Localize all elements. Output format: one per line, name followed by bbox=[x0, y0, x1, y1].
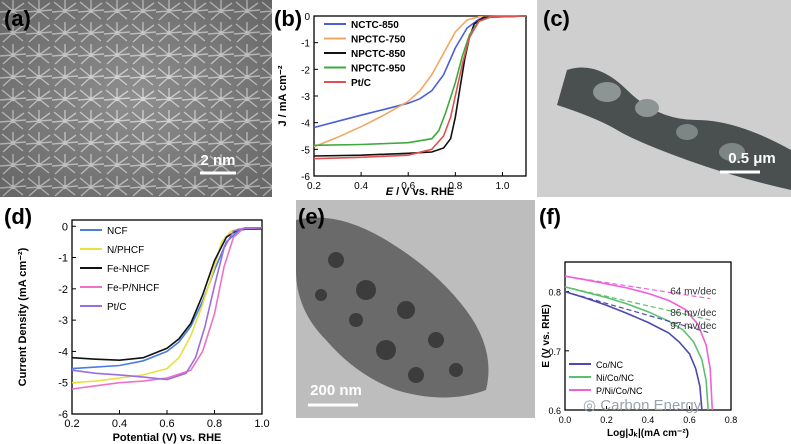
legend-entry: Fe-NHCF bbox=[107, 264, 150, 275]
panel-label-d: (d) bbox=[4, 204, 33, 229]
y-tick-label: -5 bbox=[301, 145, 310, 156]
x-tick-label: 0.0 bbox=[559, 415, 572, 425]
sem-micrograph: 2 nm bbox=[0, 0, 272, 197]
panel-label-c: (c) bbox=[543, 6, 570, 31]
panel-c-tem-image: 0.5 μm (c) bbox=[537, 0, 791, 197]
series-line bbox=[313, 15, 527, 147]
y-tick-label: 0 bbox=[304, 12, 310, 23]
legend-entry: NPCTC-850 bbox=[351, 49, 406, 60]
legend-entry: Co/NC bbox=[596, 360, 624, 370]
watermark-text: Carbon Energy bbox=[600, 397, 702, 414]
watermark: ◎ Carbon Energy bbox=[583, 396, 701, 414]
tafel-slope-label: 97 mv/dec bbox=[670, 321, 716, 332]
x-tick-label: 0.6 bbox=[683, 415, 696, 425]
legend-entry: NPCTC-950 bbox=[351, 64, 406, 75]
series-line bbox=[71, 228, 262, 384]
series-line bbox=[564, 290, 703, 411]
y-tick-label: -5 bbox=[58, 378, 68, 390]
y-tick-label: -3 bbox=[58, 315, 68, 327]
x-tick-label: 0.4 bbox=[642, 415, 655, 425]
y-tick-label: -3 bbox=[301, 92, 310, 103]
panel-b-chart: 0.2 0.4 0.6 0.8 1.0 0 -1 -2 -3 -4 -5 -6 E / V vs. RH… bbox=[272, 0, 532, 200]
series-line bbox=[313, 15, 527, 148]
series-line bbox=[71, 227, 262, 381]
panel-f-chart: 0.0 0.2 0.4 0.6 0.8 0.8 0.7 0.6 Log|Jₖ|(mA cm⁻²)… bbox=[535, 200, 791, 444]
tafel-fit-line bbox=[564, 275, 711, 300]
legend-entry: P/Ni/Co/NC bbox=[596, 386, 643, 396]
panel-a-sem-image: 2 nm (a) bbox=[0, 0, 272, 197]
y-tick-label: -6 bbox=[301, 172, 310, 183]
tafel-slope-label: 86 mv/dec bbox=[670, 308, 716, 319]
panel-d-chart: 0.2 0.4 0.6 0.8 1.0 0 -1 -2 -3 -4 -5 -6 Potential (V… bbox=[0, 200, 290, 444]
legend-entry: NPCTC-750 bbox=[351, 35, 406, 46]
tafel-fit-line bbox=[564, 291, 711, 334]
x-tick-label: 0.2 bbox=[307, 181, 321, 192]
x-tick-label: 0.8 bbox=[207, 418, 222, 430]
panel-label-b: (b) bbox=[274, 6, 303, 31]
lsv-chart-b: 0.2 0.4 0.6 0.8 1.0 0 -1 -2 -3 -4 -5 -6 E / V vs. RH… bbox=[277, 12, 527, 198]
y-axis-label: J / mA cm⁻² bbox=[277, 65, 289, 126]
x-tick-label: 0.6 bbox=[401, 181, 415, 192]
x-tick-label: 1.0 bbox=[495, 181, 509, 192]
tafel-chart-f: 0.0 0.2 0.4 0.6 0.8 0.8 0.7 0.6 Log|Jₖ|(mA cm⁻²)… bbox=[541, 261, 738, 439]
legend-entry: NCTC-850 bbox=[351, 20, 399, 31]
legend-entry: N/PHCF bbox=[107, 245, 144, 256]
y-tick-label: -1 bbox=[58, 253, 68, 265]
scale-label: 200 nm bbox=[310, 382, 362, 399]
tafel-fit-line bbox=[564, 286, 711, 321]
x-tick-label: 0.4 bbox=[112, 418, 127, 430]
series-line bbox=[71, 227, 263, 390]
series-line bbox=[313, 15, 527, 129]
tem-micrograph: 0.5 μm bbox=[537, 0, 791, 197]
x-axis-label: Log|Jₖ|(mA cm⁻²) bbox=[607, 428, 689, 439]
lsv-chart-d: 0.2 0.4 0.6 0.8 1.0 0 -1 -2 -3 -4 -5 -6 Potential (V… bbox=[17, 219, 270, 444]
y-tick-label: 0 bbox=[62, 221, 68, 233]
y-tick-label: 0.8 bbox=[548, 288, 561, 298]
panel-label-a: (a) bbox=[4, 6, 31, 31]
series-line bbox=[313, 15, 527, 157]
scale-label: 0.5 μm bbox=[728, 150, 776, 167]
x-tick-label: 0.6 bbox=[159, 418, 174, 430]
legend-entry: Fe-P/NHCF bbox=[107, 283, 159, 294]
y-tick-label: -1 bbox=[301, 39, 310, 50]
legend-entry: NCF bbox=[107, 226, 128, 237]
y-tick-label: 0.6 bbox=[548, 406, 561, 416]
y-axis-label: E (V vs. RHE) bbox=[541, 304, 552, 367]
tafel-slope-label: 64 mv/dec bbox=[670, 287, 716, 298]
y-axis-label: Current Density (mA cm⁻²) bbox=[17, 247, 29, 386]
wechat-icon: ◎ bbox=[583, 397, 597, 414]
y-tick-label: -6 bbox=[58, 409, 68, 421]
y-tick-label: -4 bbox=[301, 119, 310, 130]
legend-entry: Pt/C bbox=[351, 78, 371, 89]
legend-entry: Ni/Co/NC bbox=[596, 373, 635, 383]
x-tick-label: 0.2 bbox=[64, 418, 79, 430]
y-tick-label: -2 bbox=[58, 284, 68, 296]
series-line bbox=[313, 15, 527, 160]
panel-label-f: (f) bbox=[539, 204, 561, 229]
series-line bbox=[71, 227, 262, 370]
x-axis-label: Potential (V) vs. RHE bbox=[113, 432, 222, 444]
x-tick-label: 0.4 bbox=[354, 181, 368, 192]
y-tick-label: -4 bbox=[58, 346, 68, 358]
x-axis-label: E / V vs. RHE bbox=[386, 186, 454, 198]
scale-label: 2 nm bbox=[200, 152, 235, 169]
legend-entry: Pt/C bbox=[107, 302, 126, 313]
x-tick-label: 1.0 bbox=[254, 418, 269, 430]
x-tick-label: 0.2 bbox=[600, 415, 613, 425]
panel-label-e: (e) bbox=[298, 204, 325, 229]
series-line bbox=[564, 275, 714, 411]
y-tick-label: 0.7 bbox=[548, 347, 561, 357]
series-line bbox=[71, 228, 263, 362]
y-tick-label: -2 bbox=[301, 65, 310, 76]
panel-e-tem-image: 200 nm (e) bbox=[296, 200, 535, 418]
x-tick-label: 0.8 bbox=[448, 181, 462, 192]
x-tick-label: 0.8 bbox=[725, 415, 738, 425]
tem-micrograph-e: 200 nm bbox=[296, 200, 535, 418]
